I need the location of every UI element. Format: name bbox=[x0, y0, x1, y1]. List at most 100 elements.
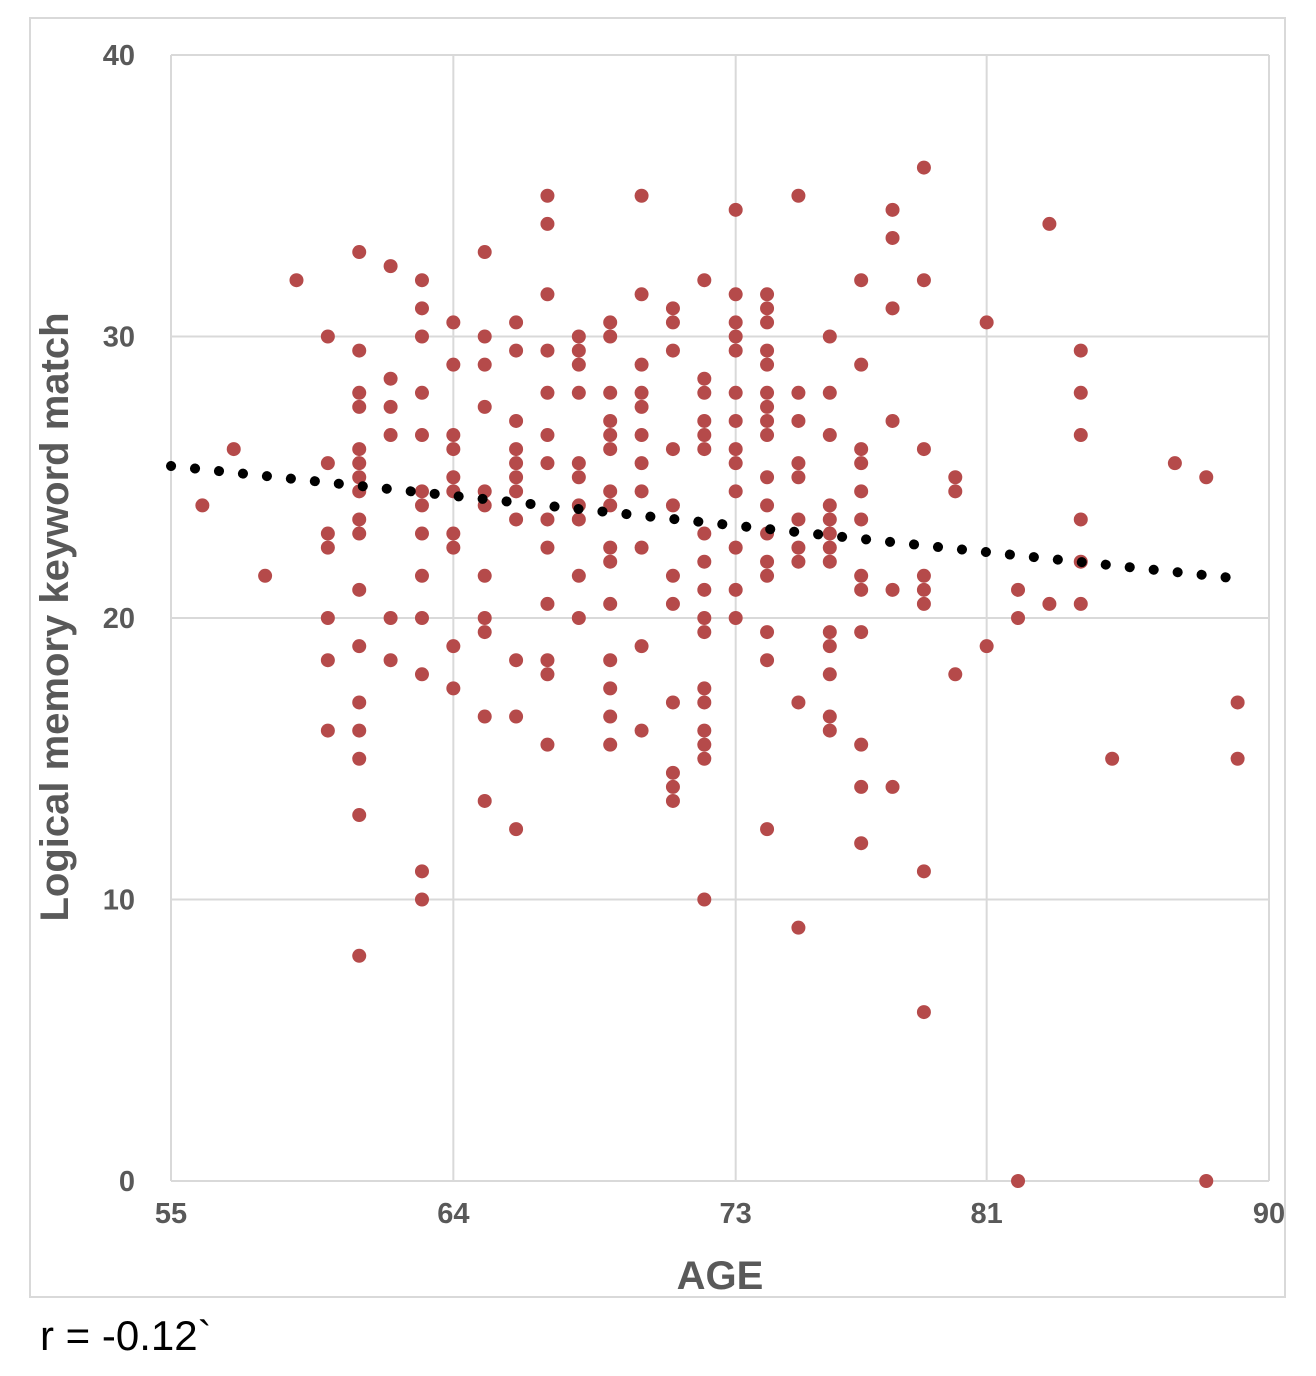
data-point bbox=[822, 498, 837, 513]
x-tick-label: 64 bbox=[437, 1198, 469, 1230]
data-point bbox=[822, 625, 837, 640]
data-point bbox=[603, 681, 618, 696]
chart-frame: 0 10 20 30 40 55 64 73 81 90 AGE Logical memory k… bbox=[29, 17, 1286, 1298]
data-point bbox=[477, 399, 492, 414]
data-point bbox=[665, 793, 680, 808]
data-point bbox=[854, 737, 869, 752]
data-point bbox=[728, 343, 743, 358]
data-point bbox=[509, 709, 524, 724]
data-point bbox=[352, 808, 367, 823]
data-point bbox=[1230, 751, 1245, 766]
y-axis-title: Logical memory keyword match bbox=[33, 312, 77, 921]
data-point bbox=[1073, 385, 1088, 400]
data-point bbox=[414, 568, 429, 583]
data-point bbox=[760, 568, 775, 583]
data-point bbox=[728, 413, 743, 428]
data-point bbox=[885, 582, 900, 597]
data-point bbox=[1073, 596, 1088, 611]
data-point bbox=[446, 357, 461, 372]
data-point bbox=[854, 568, 869, 583]
data-point bbox=[1042, 216, 1057, 231]
trendline-path bbox=[166, 460, 1243, 584]
data-point bbox=[979, 639, 994, 654]
data-point bbox=[791, 470, 806, 485]
data-point bbox=[822, 512, 837, 527]
data-point bbox=[822, 554, 837, 569]
data-point bbox=[760, 343, 775, 358]
data-point bbox=[697, 751, 712, 766]
data-point bbox=[1167, 456, 1182, 471]
x-tick-label: 55 bbox=[155, 1198, 187, 1230]
data-point bbox=[791, 695, 806, 710]
data-point bbox=[760, 625, 775, 640]
data-point bbox=[634, 540, 649, 555]
data-point bbox=[1011, 1174, 1026, 1188]
data-point bbox=[540, 287, 555, 302]
data-point bbox=[571, 470, 586, 485]
data-point bbox=[603, 428, 618, 443]
data-point bbox=[352, 751, 367, 766]
data-point bbox=[728, 385, 743, 400]
data-point bbox=[540, 216, 555, 231]
data-point bbox=[697, 554, 712, 569]
data-point bbox=[383, 611, 398, 625]
data-point bbox=[854, 273, 869, 288]
data-point bbox=[320, 653, 335, 668]
data-point bbox=[697, 371, 712, 386]
data-point bbox=[728, 484, 743, 499]
data-point bbox=[665, 765, 680, 780]
data-point bbox=[195, 498, 210, 513]
data-point bbox=[760, 498, 775, 513]
data-point bbox=[948, 667, 963, 682]
data-point bbox=[854, 779, 869, 794]
data-point bbox=[791, 413, 806, 428]
data-point bbox=[634, 484, 649, 499]
data-point bbox=[916, 442, 931, 457]
data-point bbox=[634, 188, 649, 203]
data-point bbox=[697, 695, 712, 710]
data-point bbox=[383, 428, 398, 443]
data-point bbox=[603, 329, 618, 344]
data-point bbox=[665, 568, 680, 583]
data-point bbox=[446, 315, 461, 330]
data-point bbox=[854, 357, 869, 372]
data-point bbox=[509, 653, 524, 668]
data-point bbox=[634, 287, 649, 302]
data-point bbox=[571, 343, 586, 358]
correlation-annotation: r = -0.12` bbox=[40, 1312, 212, 1359]
data-point bbox=[289, 273, 304, 288]
data-point bbox=[697, 582, 712, 597]
data-point bbox=[603, 709, 618, 724]
data-point bbox=[822, 723, 837, 738]
data-point bbox=[760, 385, 775, 400]
data-point bbox=[697, 428, 712, 443]
data-point bbox=[352, 399, 367, 414]
data-point bbox=[916, 160, 931, 175]
data-point bbox=[697, 273, 712, 288]
data-point bbox=[822, 709, 837, 724]
data-point bbox=[760, 287, 775, 302]
data-point bbox=[414, 667, 429, 682]
data-point bbox=[697, 611, 712, 625]
data-point bbox=[728, 442, 743, 457]
data-point bbox=[1230, 695, 1245, 710]
data-point bbox=[822, 526, 837, 541]
data-point bbox=[634, 639, 649, 654]
data-point bbox=[822, 639, 837, 654]
data-point bbox=[477, 329, 492, 344]
data-point bbox=[540, 456, 555, 471]
data-point bbox=[540, 385, 555, 400]
data-point bbox=[885, 413, 900, 428]
data-point bbox=[916, 1005, 931, 1020]
data-point bbox=[697, 625, 712, 640]
data-point bbox=[665, 301, 680, 316]
data-point bbox=[446, 526, 461, 541]
data-point bbox=[760, 653, 775, 668]
data-point bbox=[665, 343, 680, 358]
data-point bbox=[634, 723, 649, 738]
x-tick-label: 73 bbox=[720, 1198, 752, 1230]
data-point bbox=[885, 230, 900, 245]
data-point bbox=[791, 512, 806, 527]
data-point bbox=[916, 596, 931, 611]
data-point bbox=[320, 540, 335, 555]
